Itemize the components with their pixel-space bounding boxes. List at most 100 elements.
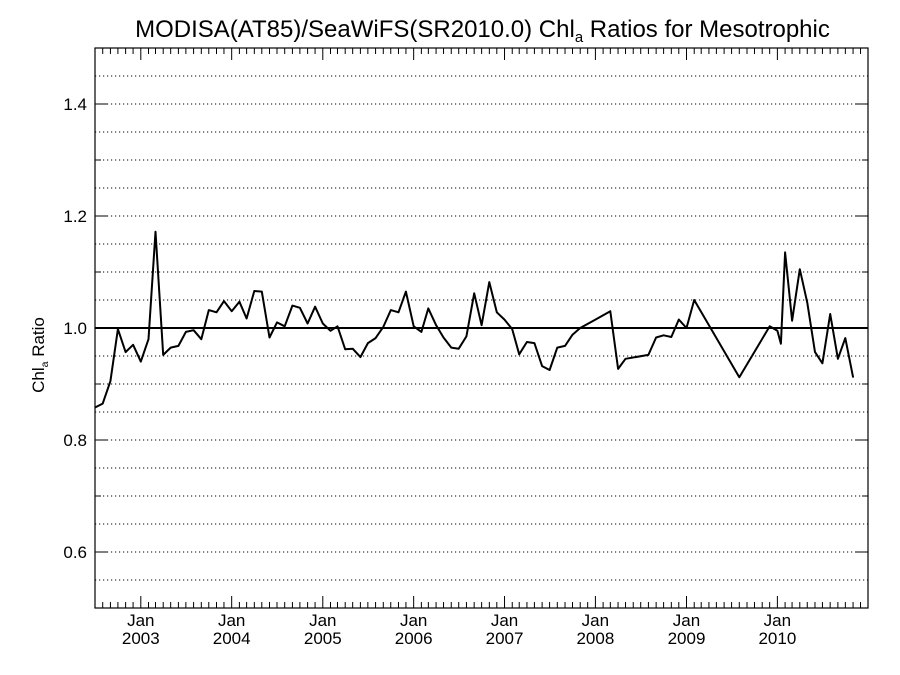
data-point [844, 337, 846, 339]
data-point [609, 310, 611, 312]
data-point [571, 334, 574, 336]
data-point [769, 325, 771, 327]
data-point [397, 311, 400, 313]
data-point [427, 307, 429, 309]
data-point [693, 299, 695, 301]
data-point [579, 327, 581, 329]
data-point [382, 326, 384, 328]
data-point [253, 290, 255, 292]
series-line [94, 230, 855, 409]
data-point [435, 324, 437, 326]
data-point [481, 324, 483, 326]
data-point [132, 344, 134, 346]
axis-ticks [95, 48, 868, 608]
data-point [261, 291, 263, 293]
data-point [852, 376, 854, 378]
data-point [413, 325, 415, 327]
data-point [647, 354, 650, 356]
x-tick-label-month: Jan [673, 611, 700, 630]
data-point [738, 376, 740, 378]
data-point [268, 336, 271, 339]
tick-labels: 0.60.81.01.21.4Jan2003Jan2004Jan2005Jan2… [63, 95, 796, 648]
chart-title-rest: Ratios for Mesotrophic [583, 16, 830, 43]
x-tick-label-month: Jan [127, 611, 154, 630]
data-point [192, 329, 195, 331]
data-point [223, 300, 225, 302]
data-point [678, 319, 680, 321]
x-tick-label-year: 2009 [668, 629, 706, 648]
data-point [541, 365, 543, 367]
x-tick-label-month: Jan [309, 611, 336, 630]
data-point [442, 336, 445, 339]
data-point [488, 281, 490, 283]
data-point [102, 403, 104, 405]
data-point [548, 369, 551, 371]
data-point [533, 342, 536, 344]
x-tick-label-month: Jan [218, 611, 245, 630]
data-point [344, 348, 346, 350]
x-tick-label-year: 2003 [122, 629, 160, 648]
data-point [663, 334, 665, 336]
data-point [352, 348, 354, 350]
x-tick-label-year: 2007 [486, 629, 524, 648]
data-point [685, 327, 688, 329]
data-point [821, 362, 824, 364]
data-point [617, 368, 619, 370]
y-tick-label: 0.6 [63, 543, 87, 562]
data-point [496, 311, 498, 313]
data-point [307, 322, 309, 325]
data-point [784, 251, 786, 253]
data-point [670, 336, 672, 338]
data-point [238, 301, 240, 303]
data-point [215, 311, 218, 313]
data-point [109, 380, 112, 382]
data-point [284, 325, 286, 327]
data-point [177, 345, 179, 347]
x-tick-label-year: 2008 [576, 629, 614, 648]
data-point [359, 356, 361, 358]
data-point [154, 231, 157, 233]
x-tick-label-year: 2004 [213, 629, 251, 648]
data-point [564, 345, 566, 347]
data-point [791, 320, 793, 322]
y-tick-label: 1.2 [63, 207, 87, 226]
plot-frame [94, 47, 869, 609]
data-point [556, 347, 558, 349]
data-point [458, 348, 460, 350]
data-point [526, 341, 528, 343]
data-point [837, 358, 839, 360]
x-tick-label-year: 2005 [304, 629, 342, 648]
data-point [246, 317, 248, 320]
data-point [503, 319, 506, 321]
data-point [276, 321, 278, 323]
data-point [299, 307, 301, 309]
data-point [291, 305, 294, 307]
data-point [776, 330, 778, 332]
data-point [208, 309, 210, 311]
data-point [799, 268, 801, 270]
data-point [329, 330, 332, 332]
data-point [465, 335, 468, 337]
data-point [780, 343, 782, 345]
data-point [624, 358, 627, 360]
data-point [322, 322, 324, 325]
data-point [390, 309, 392, 311]
data-point [405, 291, 407, 293]
data-point [170, 347, 172, 349]
data-point [367, 342, 369, 344]
data-point [117, 328, 119, 330]
y-tick-label: 1.0 [63, 319, 87, 338]
data-point [473, 292, 475, 294]
data-point [162, 354, 164, 356]
data-point [231, 310, 233, 312]
data-point [655, 336, 657, 339]
data-point [185, 331, 187, 333]
data-point [147, 338, 150, 340]
y-tick-label: 0.8 [63, 431, 87, 450]
chart-title-main: MODISA(AT85)/SeaWiFS(SR2010.0) Chl [135, 16, 575, 43]
data-point [140, 361, 142, 363]
series-group [94, 230, 855, 409]
y-tick-label: 1.4 [63, 95, 87, 114]
data-point [200, 338, 202, 340]
